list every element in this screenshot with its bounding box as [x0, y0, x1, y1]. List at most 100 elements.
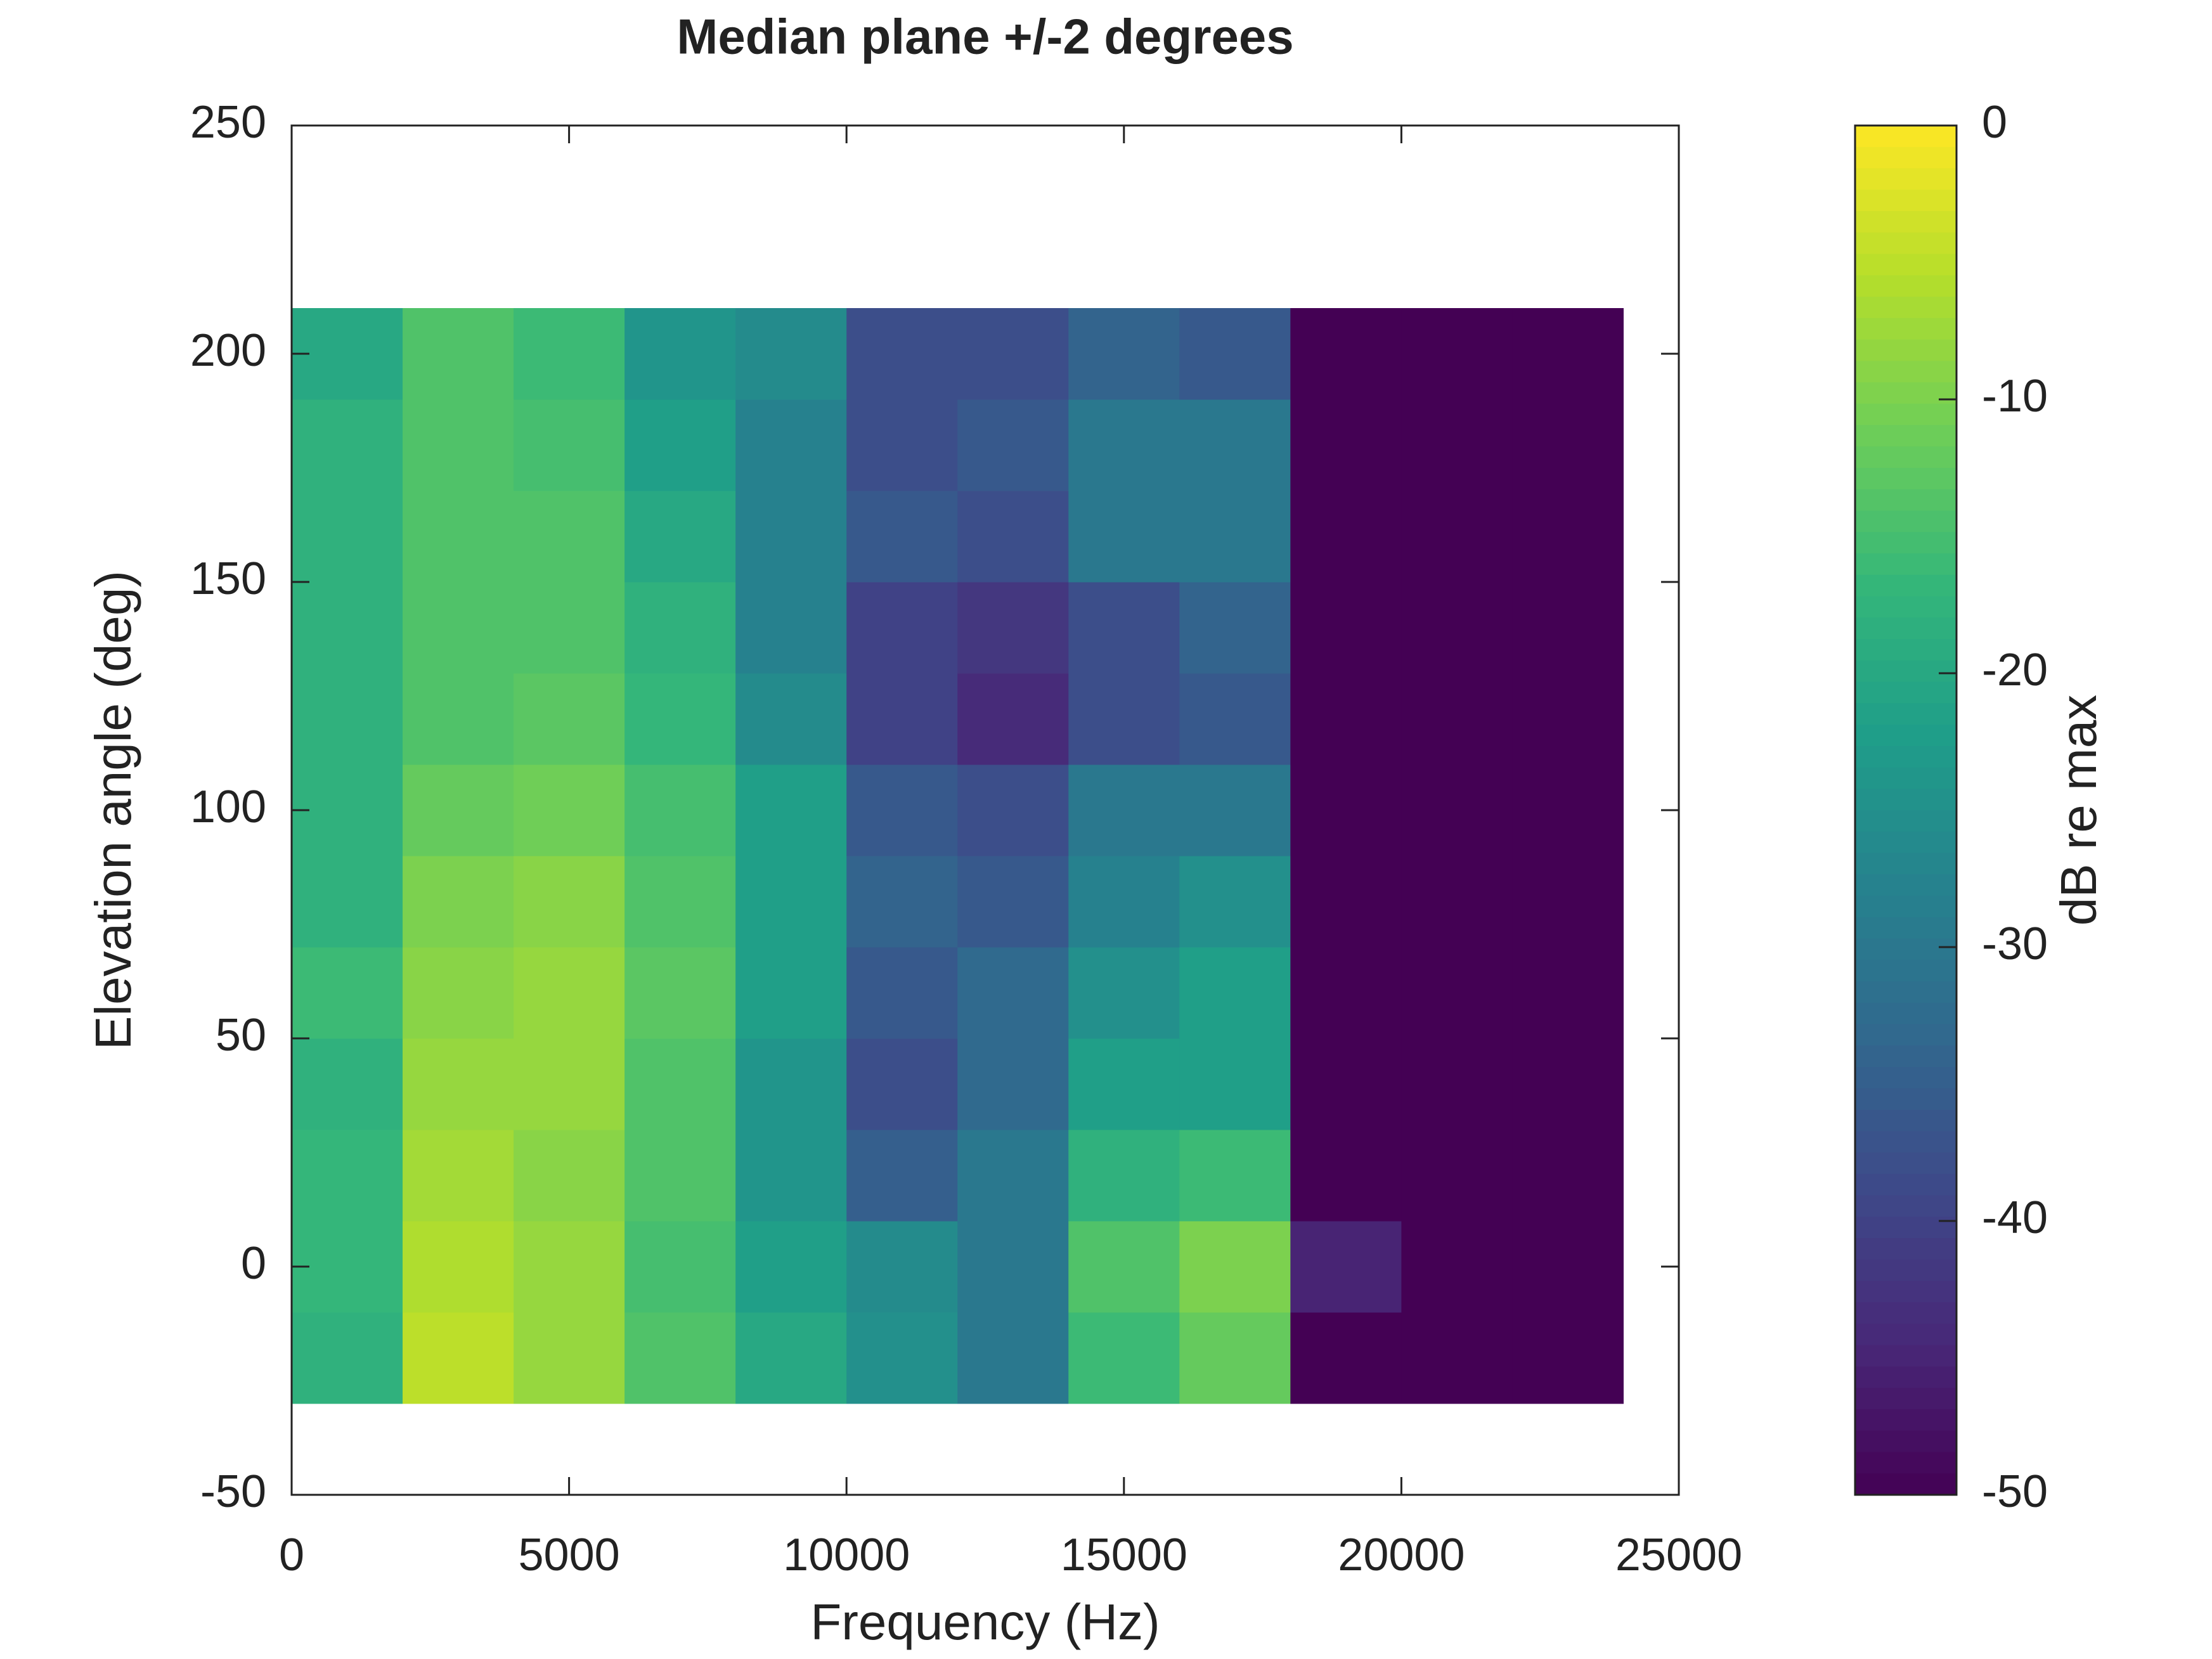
- colorbar-swatch: [1855, 810, 1957, 832]
- colorbar-swatch: [1855, 660, 1957, 683]
- heatmap-cell: [1512, 947, 1624, 1039]
- heatmap-cell: [403, 947, 514, 1039]
- heatmap-cell: [403, 491, 514, 583]
- colorbar-swatch: [1855, 938, 1957, 961]
- colorbar-swatch: [1855, 1345, 1957, 1367]
- colorbar-swatch: [1855, 254, 1957, 276]
- heatmap-cell: [1068, 947, 1180, 1039]
- y-tick-label: 150: [190, 553, 266, 604]
- heatmap-cell: [292, 491, 403, 583]
- colorbar-swatch: [1855, 1067, 1957, 1089]
- heatmap-cell: [957, 308, 1069, 400]
- heatmap-cell: [1068, 582, 1180, 674]
- heatmap-cell: [292, 1130, 403, 1222]
- heatmap-cell: [514, 1130, 625, 1222]
- heatmap-cell: [624, 1038, 736, 1130]
- heatmap-cell: [1290, 765, 1402, 856]
- heatmap-cell: [1290, 1221, 1402, 1313]
- heatmap-cell: [1068, 673, 1180, 765]
- colorbar-swatch: [1855, 1366, 1957, 1389]
- heatmap-cell: [1068, 1221, 1180, 1313]
- heatmap-cell: [1290, 856, 1402, 948]
- heatmap-cell: [957, 1130, 1069, 1222]
- y-tick-label: 50: [216, 1010, 266, 1061]
- heatmap-cell: [1401, 399, 1513, 491]
- heatmap-cell: [292, 582, 403, 674]
- colorbar-swatch: [1855, 596, 1957, 619]
- y-tick-label: 100: [190, 782, 266, 832]
- x-tick-label: 25000: [1615, 1530, 1742, 1580]
- x-tick-label: 10000: [783, 1530, 910, 1580]
- heatmap-cell: [846, 582, 958, 674]
- heatmap-cell: [957, 673, 1069, 765]
- colorbar-swatch: [1855, 1238, 1957, 1260]
- heatmap-cell: [1401, 1312, 1513, 1404]
- colorbar-swatch: [1855, 917, 1957, 939]
- heatmap-cell: [624, 1312, 736, 1404]
- heatmap-cell: [624, 491, 736, 583]
- heatmap-cell: [1401, 856, 1513, 948]
- heatmap-cell: [1179, 308, 1291, 400]
- colorbar-swatch: [1855, 981, 1957, 1004]
- colorbar-swatch: [1855, 1430, 1957, 1453]
- colorbar-swatch: [1855, 1173, 1957, 1196]
- colorbar-swatch: [1855, 275, 1957, 297]
- colorbar-swatch: [1855, 126, 1957, 148]
- heatmap-cell: [1290, 399, 1402, 491]
- heatmap-cell: [1179, 765, 1291, 856]
- colorbar-swatch: [1855, 232, 1957, 255]
- heatmap-cell: [403, 856, 514, 948]
- heatmap-cell: [514, 947, 625, 1039]
- colorbar-swatch: [1855, 361, 1957, 383]
- colorbar-swatch: [1855, 1259, 1957, 1282]
- heatmap-cell: [1401, 308, 1513, 400]
- colorbar: -50 -40 -30 -20 -10 0: [1854, 97, 2048, 1517]
- y-tick-label: 250: [190, 97, 266, 148]
- heatmap-cell: [1179, 856, 1291, 948]
- colorbar-swatch: [1855, 1088, 1957, 1111]
- colorbar-swatch: [1855, 489, 1957, 512]
- heatmap-cell: [1512, 399, 1624, 491]
- heatmap-cell: [957, 1312, 1069, 1404]
- heatmap-cell: [735, 1221, 847, 1313]
- colorbar-swatch: [1855, 725, 1957, 747]
- heatmap-cell: [1179, 399, 1291, 491]
- x-tick-label: 5000: [519, 1530, 620, 1580]
- heatmap-cell: [624, 582, 736, 674]
- heatmap-cell: [1512, 765, 1624, 856]
- heatmap-cell: [1068, 491, 1180, 583]
- heatmap-cell: [957, 582, 1069, 674]
- heatmap-cell: [1179, 1038, 1291, 1130]
- colorbar-swatch: [1855, 1324, 1957, 1346]
- heatmap-cell: [403, 765, 514, 856]
- heatmap-cell: [846, 1221, 958, 1313]
- colorbar-swatch: [1855, 425, 1957, 448]
- colorbar-swatch: [1855, 960, 1957, 982]
- heatmap-cell: [846, 947, 958, 1039]
- heatmap-cell: [1512, 1221, 1624, 1313]
- x-tick-label: 15000: [1061, 1530, 1187, 1580]
- heatmap-cell: [735, 582, 847, 674]
- colorbar-swatch: [1855, 211, 1957, 233]
- colorbar-swatch: [1855, 1388, 1957, 1410]
- heatmap-cell: [735, 1038, 847, 1130]
- colorbar-swatch: [1855, 1452, 1957, 1475]
- heatmap-cell: [1068, 308, 1180, 400]
- heatmap-cell: [514, 399, 625, 491]
- colorbar-swatch: [1855, 1217, 1957, 1239]
- heatmap-cell: [514, 673, 625, 765]
- heatmap-cell: [1401, 1130, 1513, 1222]
- colorbar-swatch: [1855, 1109, 1957, 1132]
- heatmap-cell: [403, 1038, 514, 1130]
- heatmap-cell: [514, 765, 625, 856]
- heatmap-cell: [1512, 491, 1624, 583]
- colorbar-swatch: [1855, 1473, 1957, 1495]
- colorbar-swatch: [1855, 532, 1957, 554]
- colorbar-swatch: [1855, 746, 1957, 768]
- colorbar-tick-label: 0: [1982, 97, 2007, 148]
- heatmap-cell: [403, 673, 514, 765]
- heatmap-cell: [1179, 673, 1291, 765]
- heatmap-cell: [957, 491, 1069, 583]
- heatmap-cell: [957, 399, 1069, 491]
